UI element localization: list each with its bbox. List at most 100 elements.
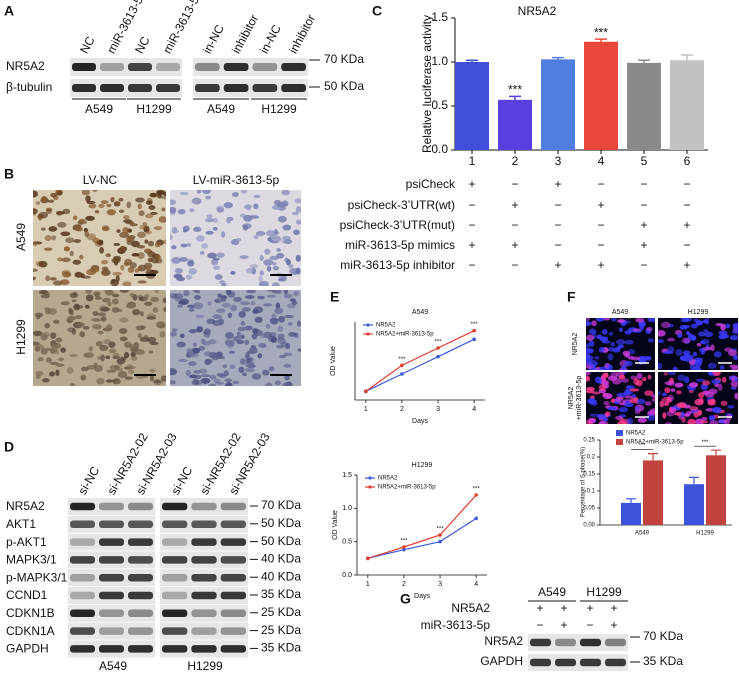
cell [271,313,277,319]
cell [33,241,37,247]
cell [153,226,163,231]
cell [63,246,70,252]
cell [232,380,240,385]
cell [257,353,263,359]
cell [663,402,670,407]
cell [163,306,166,312]
cell [85,195,91,203]
cell [35,314,41,320]
cell [163,191,166,196]
cell [624,402,634,408]
cell [277,333,285,339]
cell [72,259,82,265]
cell [646,414,655,422]
cell [675,349,683,356]
condition-sign: + [468,238,475,252]
cell [268,366,275,372]
cell [124,376,133,380]
cell [147,336,157,343]
cell [265,323,271,329]
cell [162,297,166,304]
cell [586,334,594,341]
legend-label: NR5A2 [626,431,646,437]
cell [208,339,217,345]
band [191,502,217,511]
cell [53,280,63,286]
cell [215,355,226,360]
band [128,645,153,653]
cell [262,369,270,376]
group-label: A549 [207,102,235,116]
cell [598,347,605,353]
condition-sign: − [554,218,561,232]
cell [47,199,55,203]
cell [76,322,85,328]
cell [44,307,51,311]
cell [596,413,607,419]
cell [203,351,213,357]
cell [90,318,99,322]
cell [125,304,136,309]
cell [620,378,630,383]
cell [185,274,193,280]
cell [702,319,708,324]
cell [215,205,225,213]
cell [295,267,301,275]
cell [601,328,608,335]
panel-letter: E [330,289,339,305]
cell [725,323,731,329]
condition-label: psiCheck [406,177,456,191]
legend-marker [366,332,370,336]
cell [37,214,43,221]
cell [586,375,591,382]
cell [296,320,301,327]
data-point [436,354,440,359]
cell [221,231,226,238]
band [72,84,96,92]
cell [703,331,714,338]
cell [79,331,85,338]
cell [198,345,205,351]
cell [272,266,280,271]
lane-header: inhibitor [286,12,318,56]
legend-marker [366,323,370,327]
row-label: A549 [14,223,28,251]
cell [212,314,223,319]
cell [635,379,643,387]
cell [56,210,63,216]
cell [226,217,232,224]
cell [661,392,667,397]
cell [637,417,647,423]
cell [275,344,284,349]
band [99,502,124,511]
error-bar [552,56,564,60]
band [70,556,95,564]
band [70,627,95,635]
series-line [365,338,475,392]
legend-label: NR5A2+miR-3613-5p [626,440,684,446]
cell [220,295,228,300]
significance: *** [638,443,646,449]
marker-label: 25 KDa [261,623,301,637]
cell [707,399,715,405]
micrograph [33,190,166,286]
group-label: A549 [85,102,113,116]
band [128,627,153,635]
cell [658,363,663,370]
significance: *** [400,539,408,545]
cell [700,420,709,424]
cell [40,195,48,203]
cell [244,339,250,346]
band [191,609,217,618]
condition-sign: − [640,258,647,272]
cell [192,348,200,354]
cell [258,342,267,348]
cell [629,397,636,404]
cell [243,214,253,222]
cell [730,386,737,390]
cell [149,374,154,382]
condition-sign: − [586,618,593,632]
cell [55,369,60,376]
series-line [367,494,477,559]
cell [44,292,50,297]
